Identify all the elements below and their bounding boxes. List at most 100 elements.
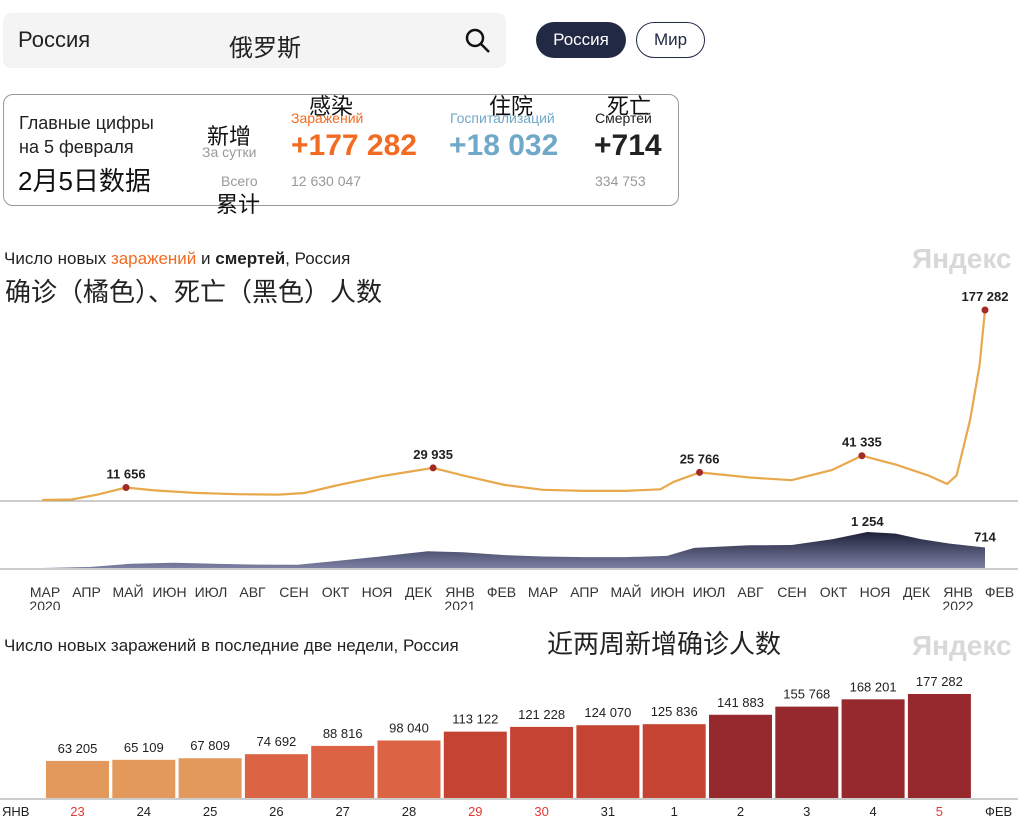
hosp-annotation: 住院 (489, 94, 534, 119)
x-tick-label: 3 (803, 804, 810, 819)
bar (709, 714, 772, 798)
bar (443, 731, 507, 798)
x-tick-label: ДЕК (903, 584, 931, 600)
title-part: Число новых (4, 249, 111, 268)
bar (377, 740, 441, 798)
x-tick-label: 5 (936, 804, 943, 819)
deaths-label: Смертей (595, 110, 652, 126)
year-label: 2021 (444, 598, 475, 610)
cases-peak-label: 41 335 (842, 435, 882, 450)
x-tick-label: ЯНВ (445, 584, 475, 600)
cases-label: Заражений (291, 110, 364, 126)
bar (576, 725, 640, 798)
chart2-annotation: 近两周新增确诊人数 (547, 629, 782, 659)
yandex-watermark-2: Яндекс (912, 630, 1012, 661)
toggle-world[interactable]: Мир (636, 22, 705, 58)
bar (311, 745, 375, 798)
year-label: 2020 (29, 598, 60, 610)
deaths-area (42, 532, 986, 568)
x-tick-label: ИЮН (650, 584, 684, 600)
summary-annotation: 2月5日数据 (18, 166, 151, 196)
x-tick-label: ФЕВ (985, 584, 1014, 600)
x-tick-label: 2 (737, 804, 744, 819)
cases-peak-point (981, 306, 989, 314)
search-icon[interactable] (465, 28, 491, 54)
bar (46, 760, 109, 798)
bar (642, 724, 706, 798)
x-tick-label: СЕН (279, 584, 309, 600)
bar-value-label: 113 122 (452, 712, 498, 727)
x-tick-label: ДЕК (405, 584, 433, 600)
x-tick-label: СЕН (777, 584, 807, 600)
x-tick-label: 28 (402, 804, 416, 819)
x-tick-label: АПР (570, 584, 599, 600)
bar-value-label: 141 883 (717, 695, 764, 710)
bar-value-label: 125 836 (651, 704, 698, 719)
x-tick-label: МАЙ (610, 583, 641, 600)
deaths-daily: +714 (594, 129, 662, 162)
x-tick-label: ЯНВ (943, 584, 973, 600)
cases-peak-point (696, 468, 704, 476)
x-tick-label: 23 (70, 804, 84, 819)
x-tick-label: ИЮН (152, 584, 186, 600)
cases-peak-label: 11 656 (107, 467, 146, 482)
x-tick-label: 31 (601, 804, 615, 819)
x-tick-label: ОКТ (322, 584, 350, 600)
daily-label: За сутки (202, 144, 257, 160)
bar-value-label: 168 201 (850, 679, 897, 694)
bar-value-label: 67 809 (190, 738, 230, 753)
cases-annotation: 感染 (309, 94, 354, 119)
deaths-total: 334 753 (595, 173, 646, 189)
title-part: , Россия (285, 249, 351, 268)
cases-total: 12 630 047 (291, 173, 362, 189)
x-tick-label: 30 (534, 804, 548, 819)
summary-card: Главные цифры на 5 февраля 2月5日数据 新增 За … (3, 94, 679, 217)
month-start-label: ЯНВ (2, 804, 29, 819)
bar (841, 699, 905, 798)
bar (510, 726, 574, 798)
cases-peak-point (122, 484, 130, 492)
daily-annotation: 新增 (207, 124, 252, 149)
month-end-label: ФЕВ (985, 804, 1012, 819)
bar-value-label: 65 109 (124, 740, 164, 755)
total-label: Всего (221, 173, 258, 189)
x-tick-label: АВГ (737, 584, 764, 600)
hosp-daily: +18 032 (449, 129, 559, 162)
title-part-cases: заражений (110, 249, 197, 268)
x-tick-label: 4 (869, 804, 876, 819)
cases-peak-label: 25 766 (680, 451, 720, 466)
hosp-label: Госпитализаций (450, 110, 555, 126)
bar-value-label: 155 768 (783, 687, 830, 702)
search-input[interactable]: Россия (18, 27, 91, 52)
x-tick-label: АВГ (239, 584, 266, 600)
title-part-deaths: смертей (215, 249, 286, 268)
x-tick-label: ФЕВ (487, 584, 516, 600)
cases-peak-point (429, 464, 437, 472)
cases-peak-label: 29 935 (413, 447, 453, 462)
x-tick-label: ОКТ (820, 584, 848, 600)
bar (112, 759, 176, 798)
summary-title: Главные цифры (19, 113, 154, 133)
x-tick-label: 26 (269, 804, 283, 819)
x-tick-label: МАР (528, 584, 558, 600)
cases-line (42, 309, 987, 502)
x-tick-label: МАР (30, 584, 60, 600)
x-tick-label: 25 (203, 804, 217, 819)
cases-peak-point (858, 452, 866, 460)
bar-value-label: 177 282 (916, 674, 963, 689)
bar (907, 694, 971, 798)
bar-value-label: 98 040 (389, 720, 429, 735)
chart1-annotation: 确诊（橘色）、死亡（黑色）人数 (5, 277, 383, 307)
x-tick-label: НОЯ (362, 584, 393, 600)
search-field[interactable]: Россия 俄罗斯 (3, 13, 506, 68)
bar (178, 758, 242, 798)
total-annotation: 累计 (216, 192, 261, 217)
yandex-watermark: Яндекс (912, 243, 1012, 274)
bar-value-label: 63 205 (58, 741, 98, 756)
deaths-annotation: 死亡 (607, 94, 652, 119)
deaths-peak-label: 1 254 (851, 514, 884, 529)
toggle-russia[interactable]: Россия (536, 22, 626, 58)
x-tick-label: ИЮЛ (195, 584, 228, 600)
x-tick-label: АПР (72, 584, 101, 600)
